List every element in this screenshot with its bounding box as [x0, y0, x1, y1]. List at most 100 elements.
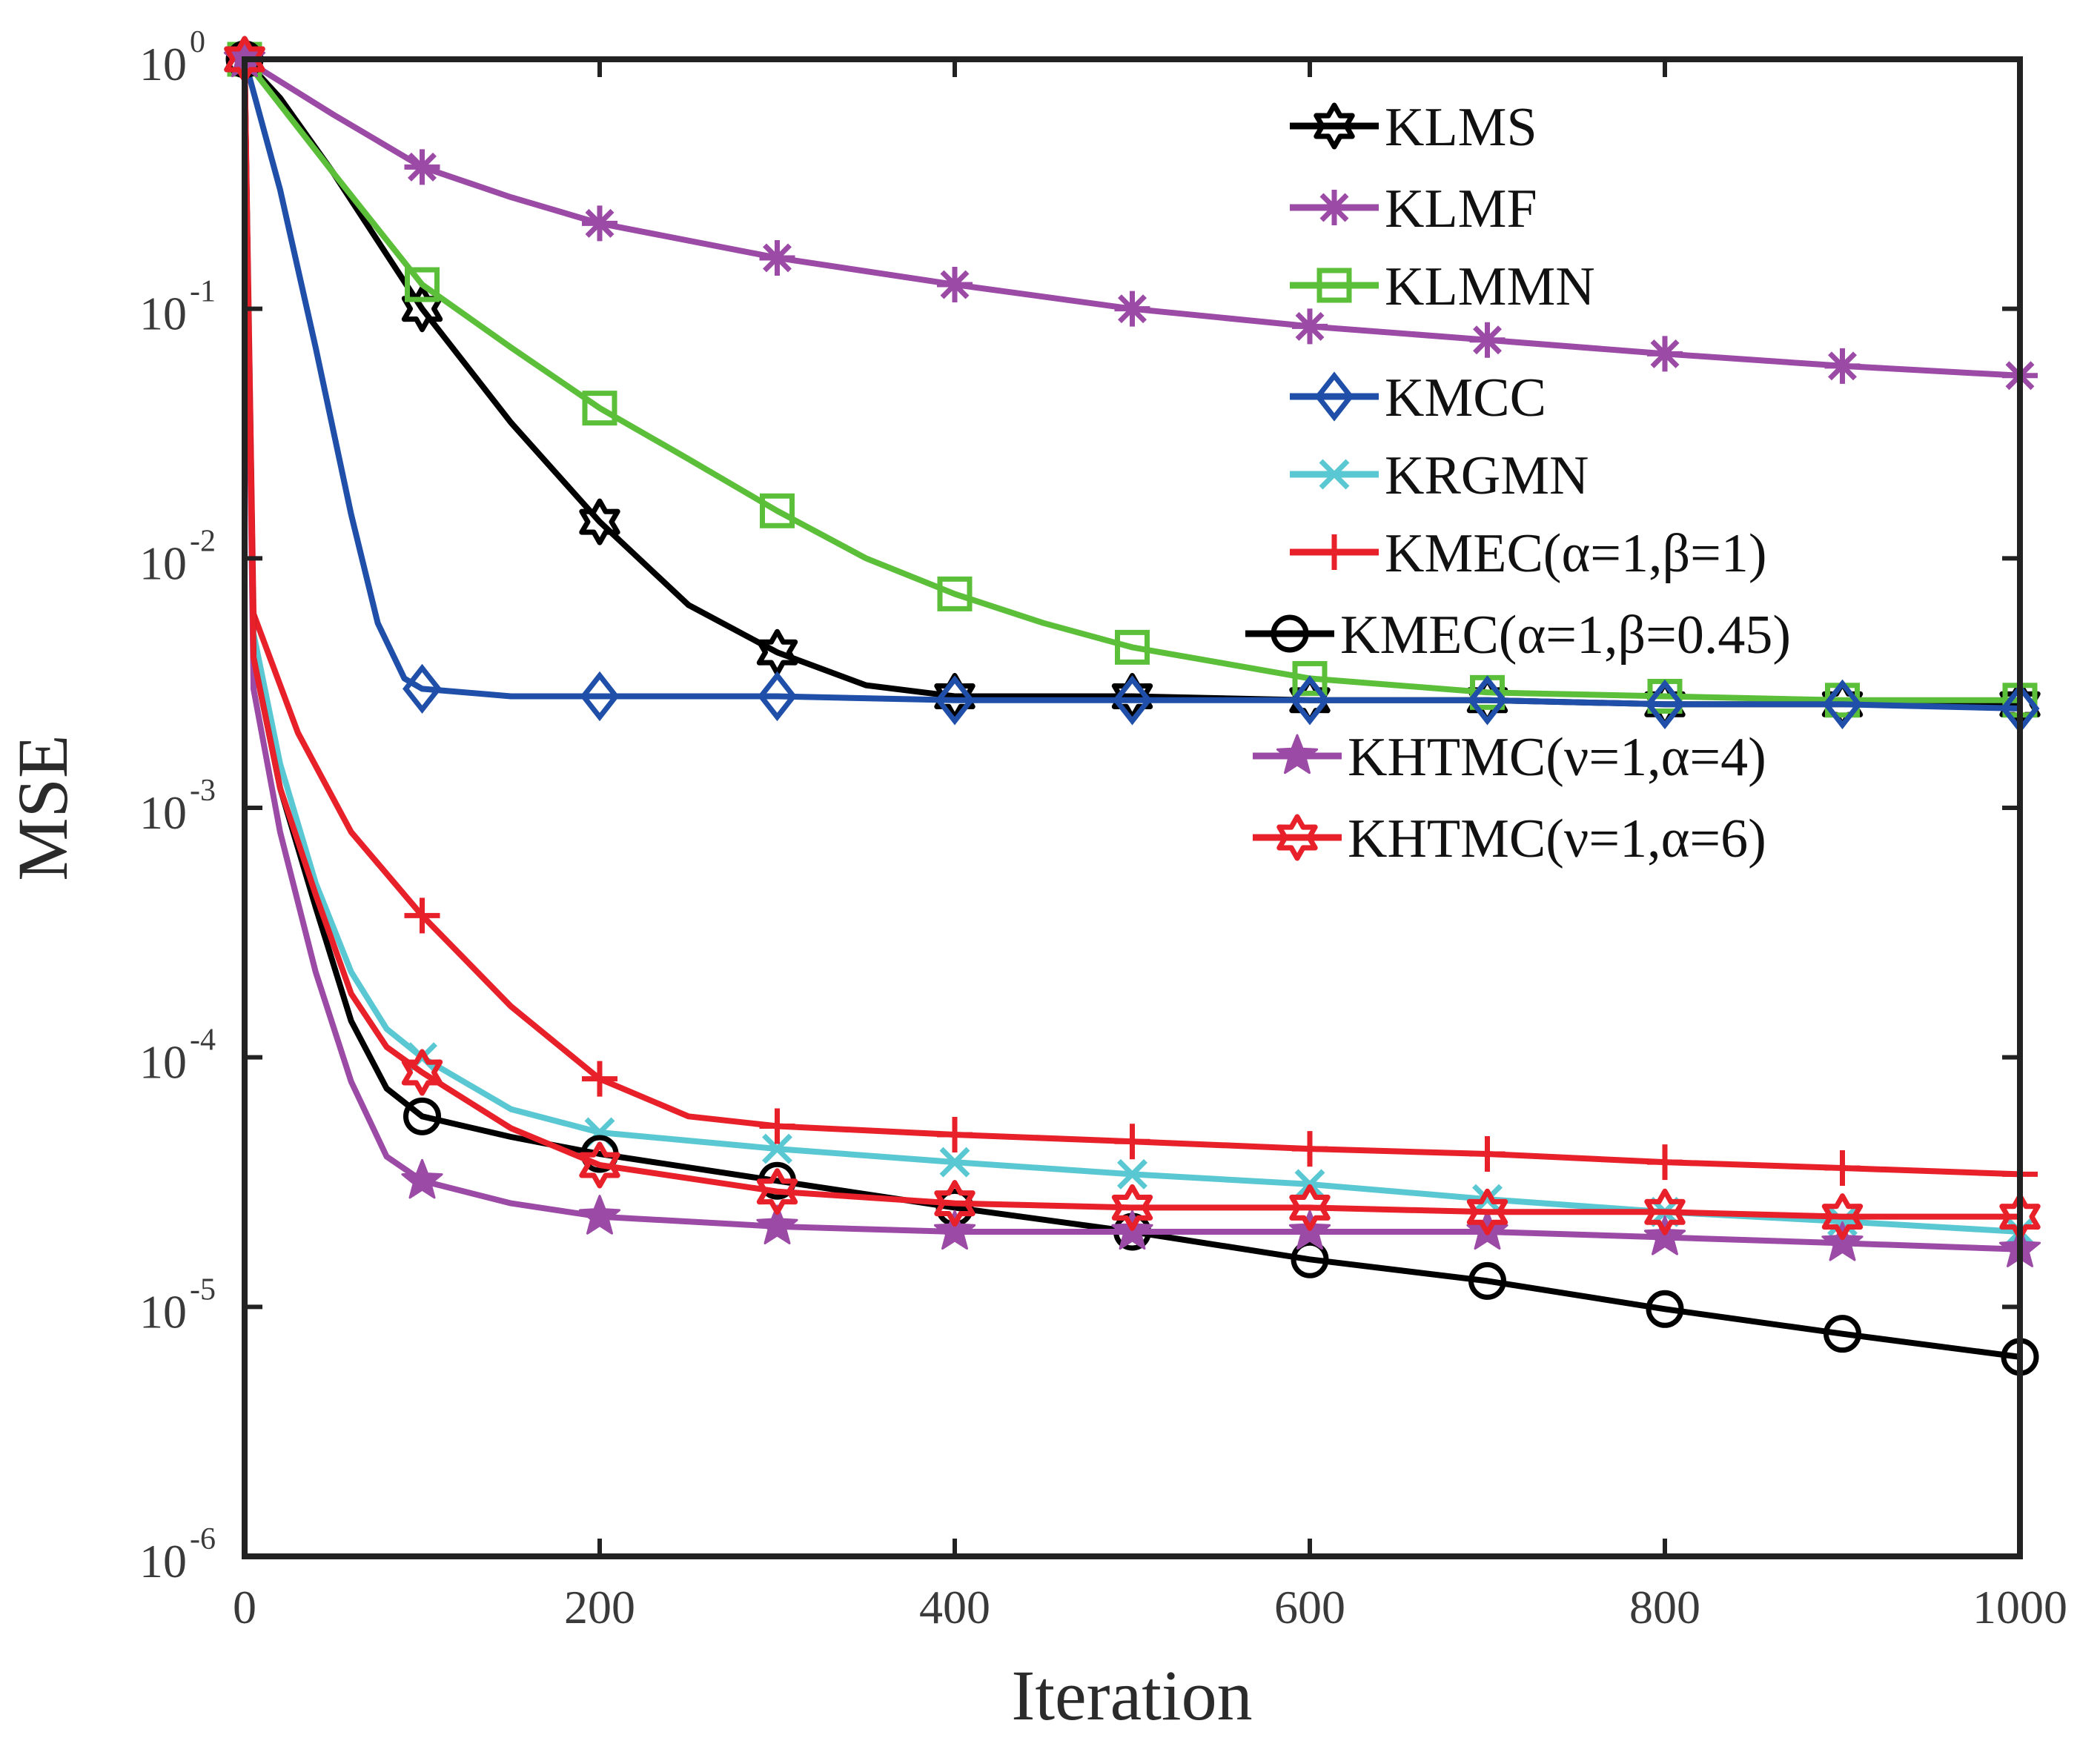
data-point-marker — [756, 1168, 798, 1215]
series-8 — [224, 36, 2041, 1241]
data-point-marker — [1292, 308, 1328, 345]
y-tick-label: 10 — [139, 1285, 187, 1338]
legend-label: KLMMN — [1385, 256, 1595, 317]
data-point-marker — [1466, 1188, 1508, 1235]
data-point-marker — [934, 1180, 976, 1227]
x-tick-label: 800 — [1629, 1581, 1700, 1633]
data-point-marker — [759, 239, 795, 276]
legend-label: KMEC(α=1,β=1) — [1385, 523, 1766, 584]
legend-entry: KLMF — [1290, 179, 1537, 239]
legend-marker — [1276, 814, 1318, 861]
x-tick-label: 200 — [564, 1581, 635, 1633]
data-point-marker — [1114, 291, 1150, 327]
legend-marker — [1314, 102, 1355, 150]
data-point-marker — [937, 1116, 973, 1152]
series-layer — [223, 36, 2041, 1376]
data-point-marker — [582, 1061, 617, 1097]
legend-entry: KRGMN — [1290, 445, 1589, 506]
legend-marker — [1316, 190, 1352, 225]
data-point-marker — [1821, 1193, 1864, 1241]
x-tick-label: 600 — [1274, 1581, 1345, 1633]
series-line — [242, 57, 2020, 703]
y-tick-exponent: -6 — [190, 1522, 216, 1556]
legend-label: KLMS — [1385, 97, 1537, 158]
legend-label: KRGMN — [1385, 445, 1589, 506]
data-point-marker — [1117, 1158, 1147, 1190]
series-7 — [223, 37, 2041, 1267]
legend-label: KMEC(α=1,β=0.45) — [1340, 605, 1791, 666]
plot-background — [245, 59, 2020, 1556]
data-point-marker — [756, 1204, 798, 1244]
data-point-marker — [1472, 1184, 1503, 1215]
y-tick-exponent: -5 — [190, 1273, 216, 1307]
legend-entry: KHTMC(ν=1,α=4) — [1253, 727, 1766, 788]
data-point-marker — [1292, 660, 1328, 696]
data-point-marker — [937, 576, 973, 611]
data-point-marker — [579, 1141, 620, 1189]
x-axis-title: Iteration — [1011, 1656, 1252, 1735]
data-point-marker — [1114, 1124, 1150, 1160]
y-tick-exponent: -3 — [190, 774, 216, 808]
data-point-marker — [1645, 679, 1685, 729]
data-point-marker — [1468, 675, 1507, 726]
y-tick-label: 10 — [139, 537, 187, 589]
legend-marker — [1319, 459, 1350, 490]
x-tick-label: 0 — [233, 1581, 256, 1633]
data-point-marker — [759, 1108, 795, 1144]
y-axis-title: MSE — [3, 734, 82, 880]
legend-entry: KHTMC(ν=1,α=6) — [1253, 809, 1766, 869]
y-tick-exponent: -2 — [190, 524, 216, 558]
data-point-marker — [1647, 336, 1683, 372]
data-point-marker — [1290, 675, 1330, 726]
data-point-marker — [1646, 1290, 1684, 1328]
data-point-marker — [582, 205, 617, 242]
data-point-marker — [1111, 1184, 1153, 1231]
series-5 — [227, 42, 2038, 1192]
x-tick-label: 1000 — [1973, 1581, 2067, 1633]
data-point-marker — [1824, 1150, 1861, 1187]
y-tick-label: 10 — [139, 1535, 187, 1588]
legend-label: KHTMC(ν=1,α=4) — [1348, 727, 1766, 788]
data-point-marker — [939, 1147, 970, 1178]
y-tick-label: 10 — [139, 786, 187, 839]
y-tick-exponent: -1 — [190, 275, 216, 309]
data-point-marker — [1113, 675, 1152, 726]
data-point-marker — [1292, 1131, 1328, 1167]
series-line — [242, 59, 2020, 1220]
data-point-marker — [405, 267, 440, 302]
series-3 — [242, 58, 2040, 734]
data-point-marker — [1469, 322, 1506, 358]
data-point-marker — [401, 1049, 443, 1096]
legend-label: KLMF — [1385, 179, 1537, 239]
data-point-marker — [1469, 1136, 1506, 1172]
data-point-marker — [1821, 1221, 1864, 1261]
data-point-marker — [1115, 629, 1150, 665]
legend-marker — [1316, 534, 1352, 570]
data-point-marker — [579, 498, 620, 545]
data-point-marker — [1823, 679, 1862, 729]
legend-entry: KMEC(α=1,β=1) — [1290, 523, 1766, 584]
x-tick-label: 400 — [919, 1581, 990, 1633]
data-point-marker — [582, 391, 617, 426]
legend: KLMS KLMF KLMMN KMCC KRGMN KMEC(α=1,β=1) KMEC(… — [1245, 97, 1791, 869]
y-tick-exponent: 0 — [190, 25, 205, 59]
legend-entry: KMEC(α=1,β=0.45) — [1245, 605, 1791, 666]
data-point-marker — [1644, 1188, 1686, 1235]
legend-label: KHTMC(ν=1,α=6) — [1348, 809, 1766, 869]
data-point-marker — [760, 493, 795, 528]
data-point-marker — [933, 1210, 976, 1250]
data-point-marker — [403, 663, 442, 714]
legend-marker — [1314, 371, 1354, 422]
series-line — [242, 59, 2021, 1178]
series-line — [242, 58, 2021, 711]
data-point-marker — [401, 1158, 443, 1199]
data-point-marker — [580, 671, 620, 722]
legend-entry: KMCC — [1290, 368, 1546, 428]
y-tick-exponent: -4 — [190, 1024, 216, 1058]
data-point-marker — [762, 1133, 792, 1164]
data-point-marker — [1647, 1144, 1683, 1181]
data-point-marker — [1468, 1261, 1506, 1300]
data-point-marker — [404, 149, 440, 185]
